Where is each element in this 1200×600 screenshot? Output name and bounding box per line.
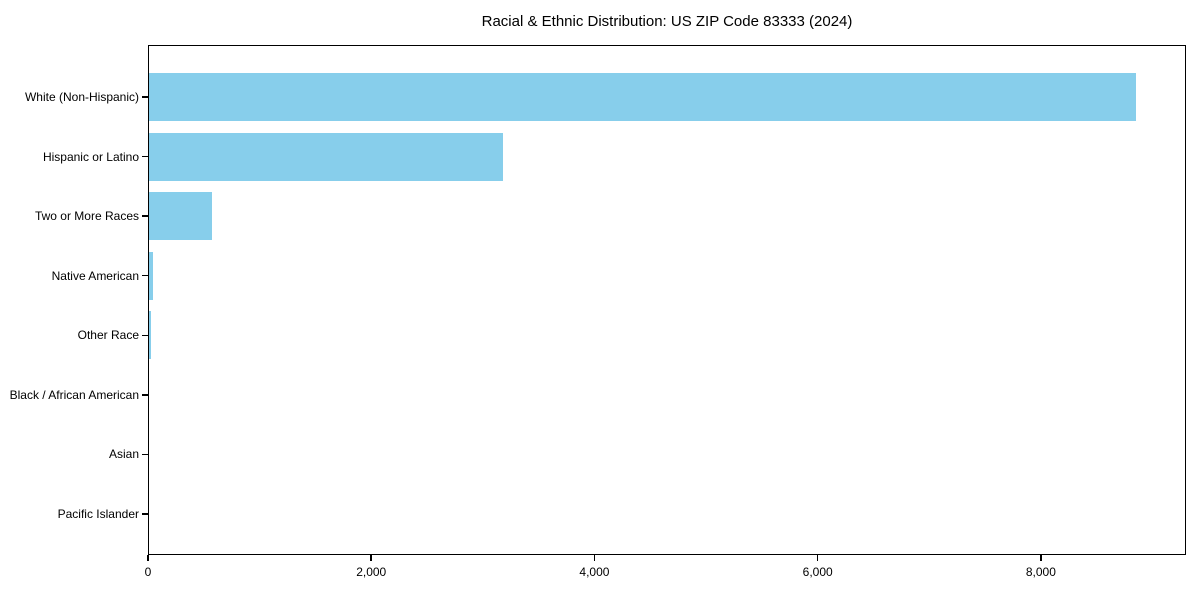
x-tick-mark <box>147 555 149 561</box>
x-tick-mark <box>816 555 819 561</box>
y-tick-mark <box>142 155 148 158</box>
y-tick-mark <box>142 334 148 337</box>
plot-border <box>148 45 1186 555</box>
y-tick-mark <box>142 394 148 396</box>
y-tick-label: Other Race <box>77 328 139 343</box>
y-tick-mark <box>142 453 148 456</box>
x-tick-mark <box>593 555 596 561</box>
y-tick-mark <box>142 96 148 98</box>
y-tick-mark <box>142 215 148 217</box>
chart-title: Racial & Ethnic Distribution: US ZIP Cod… <box>481 13 853 30</box>
y-tick-label: Two or More Races <box>34 209 139 224</box>
x-tick-label: 2,000 <box>356 565 387 579</box>
bar-hispanic-or-latino <box>148 132 503 181</box>
x-tick-label: 8,000 <box>1025 565 1056 579</box>
bar-two-or-more-races <box>148 192 212 241</box>
x-tick-mark <box>370 555 372 561</box>
bar-native-american <box>148 251 154 300</box>
y-tick-mark <box>142 513 148 515</box>
y-tick-label: Asian <box>108 447 139 462</box>
y-tick-label: Black / African American <box>9 387 139 402</box>
y-tick-label: Hispanic or Latino <box>42 149 139 164</box>
x-tick-label: 4,000 <box>579 565 610 579</box>
y-tick-label: Native American <box>51 268 139 283</box>
y-tick-mark <box>142 274 148 277</box>
bar-white-non-hispanic <box>148 73 1136 121</box>
y-tick-label: Pacific Islander <box>57 506 139 521</box>
x-tick-mark <box>1040 555 1042 561</box>
bar-other-race <box>148 311 151 360</box>
x-tick-label: 6,000 <box>802 565 833 579</box>
y-tick-label: White (Non-Hispanic) <box>24 90 139 104</box>
x-tick-label: 0 <box>144 565 152 579</box>
